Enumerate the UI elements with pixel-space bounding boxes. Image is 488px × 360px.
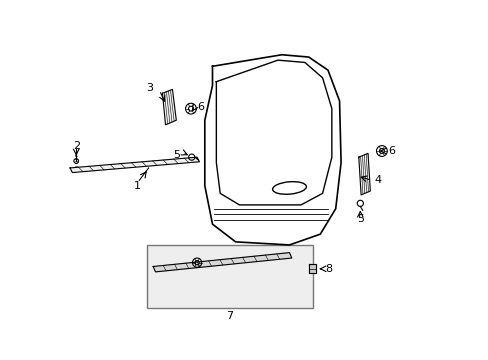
Text: 2: 2 <box>73 141 80 151</box>
Polygon shape <box>358 153 369 195</box>
Text: 3: 3 <box>146 83 153 93</box>
Bar <box>147 245 312 308</box>
Text: 6: 6 <box>387 146 394 156</box>
Polygon shape <box>308 264 316 274</box>
Text: 8: 8 <box>325 264 332 274</box>
Text: 5: 5 <box>173 150 180 160</box>
Text: 4: 4 <box>373 175 381 185</box>
Text: 1: 1 <box>133 181 140 191</box>
Polygon shape <box>153 253 291 272</box>
Polygon shape <box>70 157 199 172</box>
Text: 5: 5 <box>356 214 363 224</box>
Text: 6: 6 <box>197 103 203 112</box>
Polygon shape <box>162 89 176 125</box>
Text: 7: 7 <box>225 311 232 321</box>
